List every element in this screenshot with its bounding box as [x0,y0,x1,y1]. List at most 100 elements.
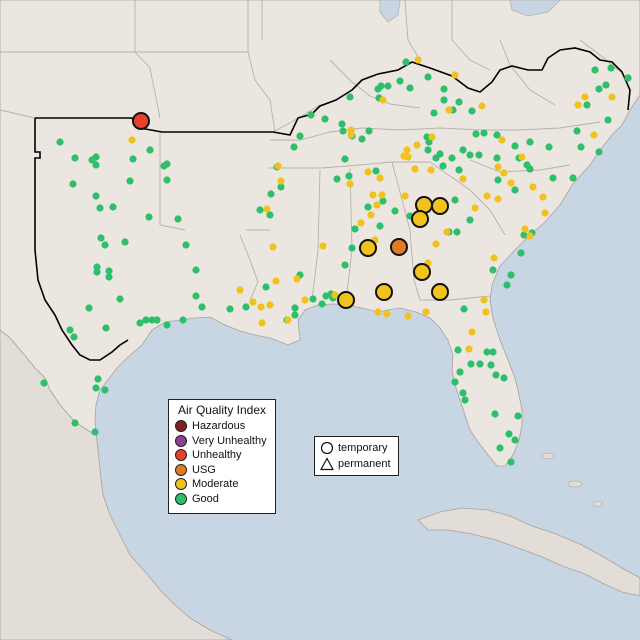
station-moderate-temporary [411,210,429,228]
station-good [456,368,464,376]
station-moderate [494,195,502,203]
legend-item-usg: USG [175,463,269,478]
station-good [440,96,448,104]
station-good [198,303,206,311]
station-good [262,283,270,291]
station-moderate [347,126,355,134]
station-good [472,130,480,138]
station-moderate [483,192,491,200]
station-moderate [403,146,411,154]
station-moderate [541,209,549,217]
station-good [321,115,329,123]
station-good [493,131,501,139]
station-good [439,162,447,170]
station-good [607,64,615,72]
station-good [520,231,528,239]
station-good [182,241,190,249]
station-moderate [500,169,508,177]
station-good [256,206,264,214]
station-moderate [277,177,285,185]
station-good [487,361,495,369]
station-good [101,241,109,249]
circle-icon [320,441,334,455]
station-moderate-temporary [337,291,355,309]
station-good [93,263,101,271]
station-good [511,142,519,150]
station-good [604,116,612,124]
moderate-stations [128,56,616,353]
station-moderate [269,243,277,251]
station-good [483,348,491,356]
permanent-label: permanent [338,458,391,470]
station-good [440,85,448,93]
station-good [476,360,484,368]
station-moderate [480,296,488,304]
station-moderate [266,301,274,309]
legend-label: Unhealthy [192,449,242,462]
station-good [602,81,610,89]
bahamas-island [567,480,583,488]
station-good [455,166,463,174]
station-good [372,167,380,175]
station-good [526,138,534,146]
legend-label: Good [192,492,219,505]
legend-item-temporary: temporary [320,440,393,456]
station-good [545,143,553,151]
station-good [109,203,117,211]
station-good [358,135,366,143]
station-moderate [459,175,467,183]
station-good [345,172,353,180]
unhealthy-swatch [175,449,187,462]
station-moderate [608,93,616,101]
station-moderate [539,193,547,201]
station-moderate [518,153,526,161]
station-moderate [404,312,412,320]
triangle-icon [320,457,334,471]
very-unhealthy-swatch [175,434,187,447]
station-good [160,162,168,170]
station-moderate [465,345,473,353]
station-good [500,374,508,382]
station-good [494,176,502,184]
station-good [493,154,501,162]
station-good [266,211,274,219]
station-moderate [249,298,257,306]
station-good [517,249,525,257]
station-good [507,271,515,279]
good-swatch [175,492,187,505]
station-moderate [411,165,419,173]
station-good [496,444,504,452]
station-good [145,213,153,221]
station-good [146,146,154,154]
station-good [97,234,105,242]
station-good [291,304,299,312]
station-moderate [272,277,280,285]
highlight-stations [132,112,449,309]
station-good [396,77,404,85]
station-good [85,304,93,312]
station-moderate-temporary [431,197,449,215]
legend-label: Hazardous [192,420,246,433]
station-moderate [369,191,377,199]
monitor-type-legend: temporary permanent [314,436,399,476]
station-moderate [490,254,498,262]
station-moderate [428,133,436,141]
station-good [430,109,438,117]
legend-label: USG [192,463,216,476]
station-good [102,324,110,332]
station-good [307,111,315,119]
station-good [126,177,134,185]
station-moderate [432,240,440,248]
legend-item-moderate: Moderate [175,477,269,492]
station-good [379,197,387,205]
station-good [267,190,275,198]
station-good [466,151,474,159]
station-moderate [258,319,266,327]
station-good [451,378,459,386]
station-moderate [357,219,365,227]
station-moderate [521,225,529,233]
station-good [338,120,346,128]
station-good [351,225,359,233]
station-good [364,203,372,211]
station-good [322,292,330,300]
